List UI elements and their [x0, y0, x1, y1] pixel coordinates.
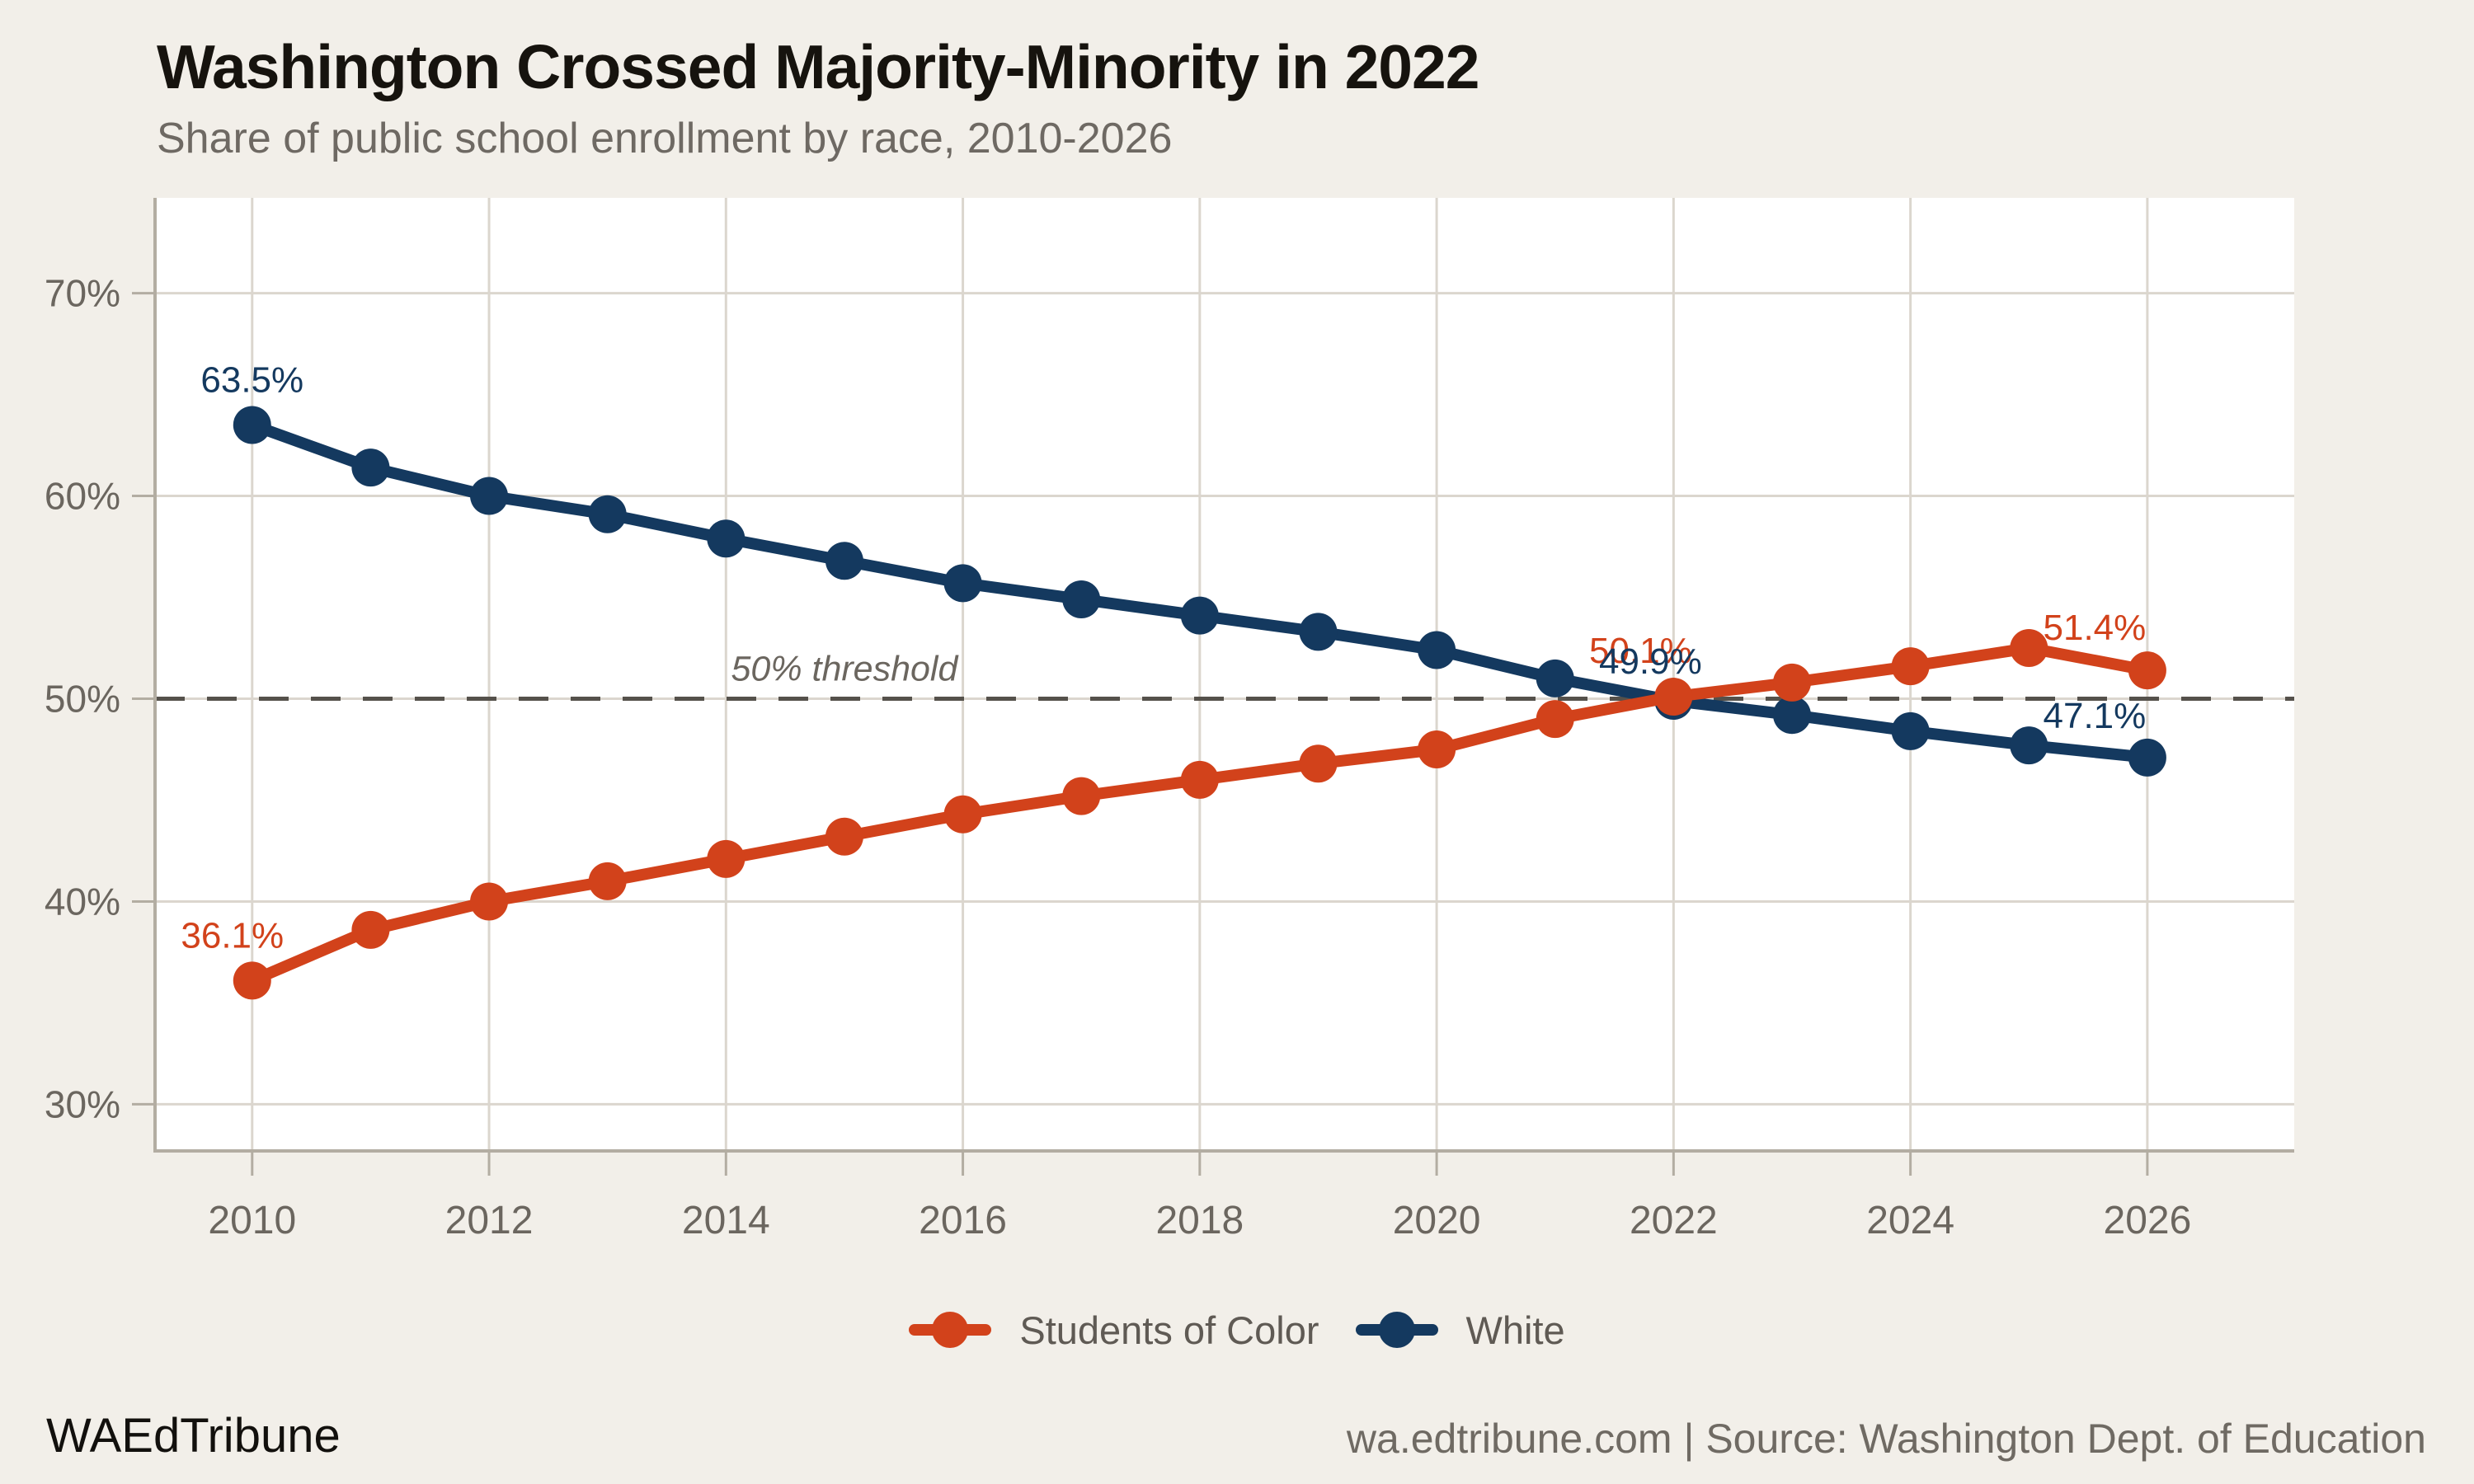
data-point — [1299, 613, 1338, 651]
data-point — [1772, 696, 1811, 735]
x-tick-label: 2014 — [682, 1199, 770, 1242]
x-tick-label: 2018 — [1155, 1199, 1244, 1242]
data-point — [2128, 651, 2166, 690]
data-point — [1772, 663, 1811, 702]
data-point — [825, 542, 863, 580]
y-tick-label: 50% — [45, 678, 120, 721]
value-label-2026-white: 47.1% — [2044, 696, 2147, 736]
data-point — [707, 839, 745, 878]
x-tick-label: 2026 — [2104, 1199, 2192, 1242]
chart-legend: Students of Color White — [0, 1307, 2474, 1353]
x-tick-label: 2022 — [1630, 1199, 1718, 1242]
data-point — [1180, 596, 1219, 635]
y-tick-label: 30% — [45, 1082, 120, 1125]
legend-label-students-of-color: Students of Color — [1019, 1308, 1319, 1352]
data-point — [1418, 730, 1456, 769]
data-point — [1891, 711, 1930, 750]
data-point — [1062, 580, 1101, 618]
white-line-marker-icon — [1355, 1312, 1438, 1348]
value-label-2010-white: 63.5% — [200, 359, 303, 400]
x-tick-label: 2016 — [919, 1199, 1007, 1242]
data-point — [1062, 777, 1101, 815]
data-point — [1654, 678, 1693, 716]
data-point — [1180, 760, 1219, 799]
source-attribution: wa.edtribune.com | Source: Washington De… — [1346, 1416, 2426, 1462]
threshold-label: 50% threshold — [731, 650, 959, 689]
data-point — [351, 910, 390, 949]
data-point — [2128, 738, 2166, 777]
legend-item-white: White — [1355, 1307, 1565, 1353]
legend-item-students-of-color: Students of Color — [909, 1307, 1319, 1353]
data-point — [1536, 659, 1574, 697]
data-point — [351, 448, 390, 487]
data-point — [2010, 726, 2048, 765]
data-point — [588, 495, 627, 533]
data-point — [588, 862, 627, 900]
publisher-logo-text: WAEdTribune — [46, 1409, 341, 1463]
x-tick-label: 2010 — [208, 1199, 296, 1242]
data-point — [233, 961, 271, 1000]
data-point — [1418, 631, 1456, 669]
plot-area — [155, 198, 2294, 1151]
value-label-2010-students-of-color: 36.1% — [181, 915, 284, 956]
page-title: Washington Crossed Majority-Minority in … — [157, 32, 1479, 101]
value-label-2026-students-of-color: 51.4% — [2044, 608, 2147, 648]
x-tick-label: 2020 — [1393, 1199, 1481, 1242]
data-point — [825, 817, 863, 856]
data-point — [1299, 744, 1338, 783]
data-point — [470, 477, 509, 515]
data-point — [233, 406, 271, 444]
legend-label-white: White — [1465, 1308, 1565, 1352]
data-point — [1891, 647, 1930, 686]
data-point — [2010, 629, 2048, 668]
data-point — [943, 795, 982, 834]
students-of-color-line-marker-icon — [909, 1312, 992, 1348]
value-label-2022-white: 49.9% — [1599, 641, 1702, 682]
value-label-2022-students-of-color: 50.1% — [1589, 631, 1692, 671]
x-tick-label: 2024 — [1866, 1199, 1954, 1242]
y-tick-label: 40% — [45, 880, 120, 923]
data-point — [943, 564, 982, 603]
data-point — [707, 519, 745, 558]
x-tick-label: 2012 — [445, 1199, 534, 1242]
data-point — [1536, 700, 1574, 739]
data-point — [470, 882, 509, 921]
page-subtitle: Share of public school enrollment by rac… — [157, 115, 1173, 162]
y-tick-label: 60% — [45, 475, 120, 518]
y-tick-label: 70% — [45, 272, 120, 315]
